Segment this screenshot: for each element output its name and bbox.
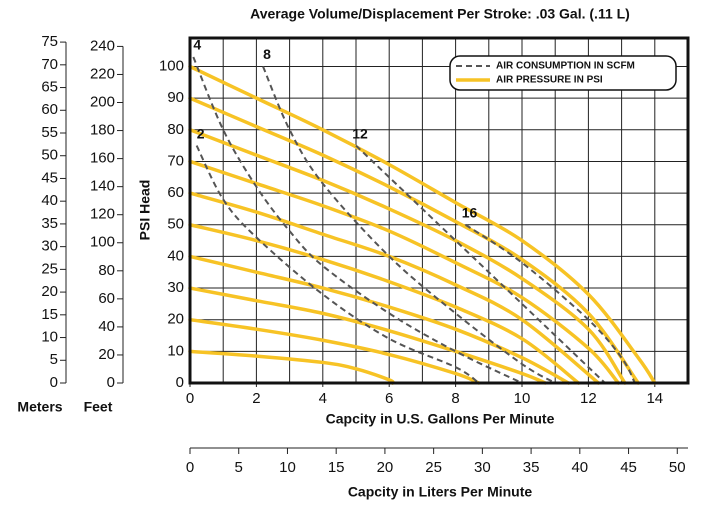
y-tick-label: 10 [167,342,184,359]
x-tick-label: 10 [514,390,531,407]
liters-tick-label: 15 [328,459,345,476]
pressure-curve [188,222,581,385]
liters-tick-label: 20 [377,459,394,476]
liters-tick-label: 0 [186,459,194,476]
y-tick-label: 0 [176,374,184,391]
meters_axis-tick-label: 0 [50,374,58,391]
feet_axis-tick-label: 140 [90,178,115,195]
legend-box [449,55,677,91]
y-tick-label: 30 [167,279,184,296]
meters_axis-tick-label: 55 [41,124,58,141]
x-tick-label: 4 [319,390,327,407]
x-tick-label: 6 [385,390,393,407]
y-tick-label: 50 [167,216,184,233]
meters_axis-tick-label: 30 [41,238,58,255]
feet_axis-tick-label: 240 [90,37,115,54]
y-tick-label: 60 [167,184,184,201]
meters-axis-title: Meters [17,399,62,415]
y-tick-label: 80 [167,121,184,138]
liters-tick-label: 35 [523,459,540,476]
air-curve [355,144,606,384]
air-curve-label: 12 [352,125,368,141]
y-tick-label: 40 [167,247,184,264]
feet_axis-tick-label: 120 [90,206,115,223]
feet_axis-tick-label: 200 [90,93,115,110]
feet_axis-tick-label: 20 [98,346,115,363]
pressure-curve [188,349,395,385]
y-axis-title: PSI Head [137,180,153,241]
air-curve-label: 2 [197,125,205,141]
feet_axis-tick-label: 220 [90,65,115,82]
meters_axis-tick-label: 75 [41,33,58,50]
liters-tick-label: 50 [669,459,686,476]
air-curve [195,145,480,384]
meters_axis-tick-label: 5 [50,351,58,368]
meters_axis-tick-label: 15 [41,306,58,323]
legend-label: AIR CONSUMPTION IN SCFM [496,61,635,72]
y-tick-label: 100 [159,57,184,74]
meters_axis-tick-label: 10 [41,329,58,346]
y-tick-label: 70 [167,152,184,169]
air-curve [262,66,556,384]
pressure-curve [188,254,571,385]
meters_axis-tick-label: 45 [41,169,58,186]
pressure-curve [188,128,627,385]
meters_axis-tick-label: 40 [41,192,58,209]
feet_axis-tick-label: 100 [90,234,115,251]
meters_axis-tick-label: 65 [41,79,58,96]
air-curve-label: 8 [263,46,271,62]
legend-label: AIR PRESSURE IN PSI [496,75,603,86]
chart-title: Average Volume/Displacement Per Stroke: … [250,6,630,22]
y-tick-label: 90 [167,89,184,106]
liters-tick-label: 40 [571,459,588,476]
air-curve-label: 4 [193,37,201,53]
feet_axis-tick-label: 40 [98,318,115,335]
meters_axis-tick-label: 35 [41,215,58,232]
liters-tick-label: 45 [620,459,637,476]
plot-frame [188,36,690,385]
liters-tick-label: 10 [279,459,296,476]
air-curve-label: 16 [462,204,478,220]
liters-tick-label: 25 [425,459,442,476]
pressure-curve [188,96,640,385]
feet_axis-tick-label: 60 [98,290,115,307]
meters_axis-tick-label: 70 [41,56,58,73]
x-tick-label: 12 [580,390,597,407]
meters_axis-tick-label: 60 [41,101,58,118]
liters-axis-title: Capcity in Liters Per Minute [348,484,533,500]
feet_axis-tick-label: 0 [107,374,115,391]
meters_axis-tick-label: 50 [41,147,58,164]
pressure-curve [188,286,547,385]
x-tick-label: 2 [252,390,260,407]
air-curve [465,223,636,384]
feet-axis-title: Feet [84,399,113,415]
y-tick-label: 20 [167,311,184,328]
x-tick-label: 8 [451,390,459,407]
meters_axis-tick-label: 25 [41,260,58,277]
feet_axis-tick-label: 180 [90,122,115,139]
liters-tick-label: 30 [474,459,491,476]
feet_axis-tick-label: 80 [98,262,115,279]
feet_axis-tick-label: 160 [90,150,115,167]
pressure-curve [188,317,481,385]
pressure-curve [188,64,657,385]
liters-tick-label: 5 [235,459,243,476]
x-tick-label: 14 [646,390,663,407]
pressure-curve [188,159,621,385]
x-tick-label: 0 [186,390,194,407]
meters_axis-tick-label: 20 [41,283,58,300]
air-curve [192,56,523,384]
x-axis-title: Capcity in U.S. Gallons Per Minute [326,411,555,427]
